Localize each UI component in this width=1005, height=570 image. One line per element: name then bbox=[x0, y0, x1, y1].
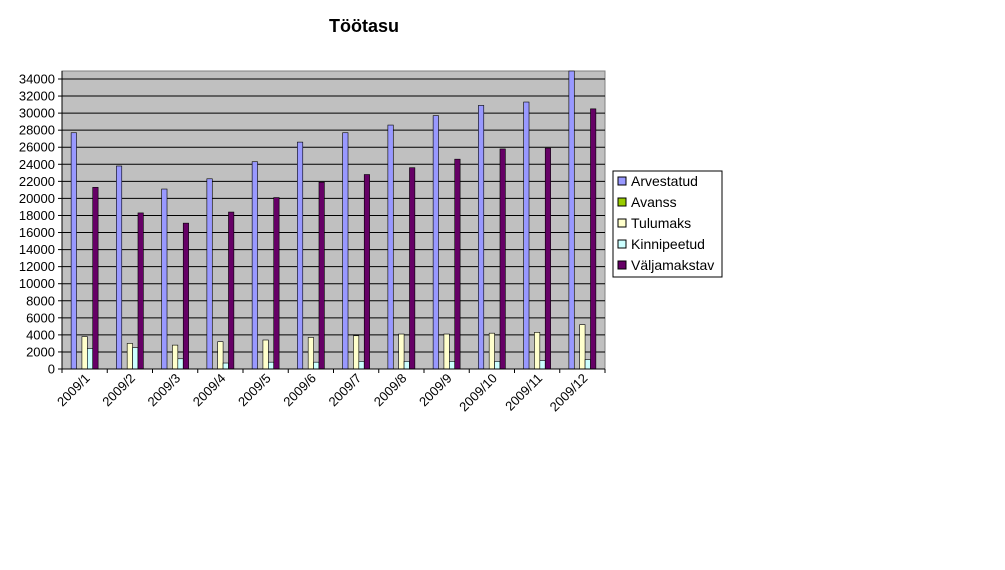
bar bbox=[228, 211, 235, 370]
legend-label: Tulumaks bbox=[631, 215, 691, 231]
y-tick-label: 30000 bbox=[19, 106, 55, 121]
bar bbox=[358, 361, 365, 370]
legend-label: Väljamakstav bbox=[631, 257, 714, 273]
legend-swatch bbox=[617, 176, 627, 186]
bar bbox=[217, 341, 224, 370]
bar bbox=[534, 332, 541, 370]
bar bbox=[92, 187, 99, 370]
legend-box bbox=[612, 170, 723, 278]
bar bbox=[307, 337, 314, 370]
y-axis: 0 2000 4000 6000 8000 10000 12000 14000 16000 180… bbox=[19, 71, 63, 377]
x-axis: 2009/1 2009/2 2009/3 2009/4 2009/5 2009/6 2009… bbox=[54, 368, 606, 415]
bar bbox=[590, 108, 597, 370]
bar bbox=[313, 361, 320, 370]
bar bbox=[539, 360, 546, 370]
y-tick-label: 18000 bbox=[19, 208, 55, 223]
bar bbox=[544, 147, 551, 370]
legend-swatch bbox=[617, 218, 627, 228]
y-tick-label: 28000 bbox=[19, 123, 55, 138]
legend-swatch bbox=[617, 260, 627, 270]
bar bbox=[353, 335, 360, 370]
x-tick-label: 2009/10 bbox=[456, 371, 500, 415]
x-tick-label: 2009/9 bbox=[416, 371, 455, 410]
bar bbox=[177, 358, 184, 370]
legend: Arvestatud Avanss Tulumaks Kinnipeetud Välja… bbox=[612, 170, 723, 278]
bar bbox=[262, 339, 269, 370]
bar bbox=[222, 362, 229, 370]
y-tick-label: 12000 bbox=[19, 259, 55, 274]
bar bbox=[488, 332, 495, 370]
legend-label: Arvestatud bbox=[631, 173, 698, 189]
bar bbox=[116, 165, 123, 370]
y-tick-label: 10000 bbox=[19, 276, 55, 291]
bar bbox=[87, 348, 94, 370]
bar bbox=[403, 361, 410, 370]
bar bbox=[579, 324, 586, 370]
y-tick-label: 26000 bbox=[19, 140, 55, 155]
bar bbox=[81, 336, 88, 370]
bar bbox=[251, 161, 258, 370]
bar bbox=[363, 174, 370, 370]
y-tick-label: 20000 bbox=[19, 191, 55, 206]
bar bbox=[387, 124, 394, 370]
y-tick-label: 14000 bbox=[19, 242, 55, 257]
y-tick-label: 32000 bbox=[19, 89, 55, 104]
legend-swatch bbox=[617, 197, 627, 207]
y-tick-label: 4000 bbox=[26, 327, 55, 342]
bar bbox=[172, 344, 179, 370]
x-tick-label: 2009/11 bbox=[502, 371, 545, 414]
bar bbox=[584, 359, 591, 370]
bar bbox=[449, 361, 456, 370]
y-tick-label: 34000 bbox=[19, 72, 55, 87]
y-tick-label: 16000 bbox=[19, 225, 55, 240]
chart-title: Töötasu bbox=[329, 16, 399, 36]
bar bbox=[478, 105, 485, 370]
bar bbox=[409, 167, 416, 370]
gridlines bbox=[62, 78, 605, 353]
bar bbox=[70, 132, 77, 370]
x-tick-label: 2009/2 bbox=[99, 371, 138, 410]
x-tick-label: 2009/5 bbox=[235, 371, 274, 410]
y-tick-label: 2000 bbox=[26, 344, 55, 359]
x-tick-label: 2009/1 bbox=[54, 371, 93, 410]
plot-area bbox=[61, 70, 606, 370]
bar bbox=[268, 361, 275, 370]
x-tick-label: 2009/3 bbox=[145, 371, 184, 410]
bar bbox=[499, 148, 506, 370]
x-tick-label: 2009/12 bbox=[547, 371, 591, 415]
bar bbox=[523, 101, 530, 370]
bar bbox=[494, 361, 501, 370]
bar bbox=[161, 188, 168, 370]
bar bbox=[206, 178, 213, 370]
bar bbox=[182, 222, 189, 370]
bar bbox=[273, 197, 280, 370]
bar bbox=[318, 181, 325, 370]
bar bbox=[443, 333, 450, 370]
x-tick-label: 2009/8 bbox=[371, 371, 410, 410]
legend-swatch bbox=[617, 239, 627, 249]
bar bbox=[568, 70, 575, 370]
y-tick-label: 0 bbox=[48, 362, 55, 377]
bar bbox=[342, 132, 349, 370]
y-tick-label: 6000 bbox=[26, 310, 55, 325]
bar bbox=[297, 141, 304, 370]
bar bbox=[137, 212, 144, 370]
x-tick-label: 2009/6 bbox=[280, 371, 319, 410]
bar bbox=[132, 347, 139, 370]
bar bbox=[398, 333, 405, 370]
y-tick-label: 8000 bbox=[26, 293, 55, 308]
legend-label: Avanss bbox=[631, 194, 677, 210]
x-tick-label: 2009/4 bbox=[190, 371, 229, 410]
bar bbox=[126, 343, 133, 370]
legend-label: Kinnipeetud bbox=[631, 236, 705, 252]
y-tick-label: 22000 bbox=[19, 174, 55, 189]
bar bbox=[432, 115, 439, 370]
x-tick-label: 2009/7 bbox=[326, 371, 365, 410]
bar bbox=[454, 158, 461, 370]
y-tick-label: 24000 bbox=[19, 157, 55, 172]
